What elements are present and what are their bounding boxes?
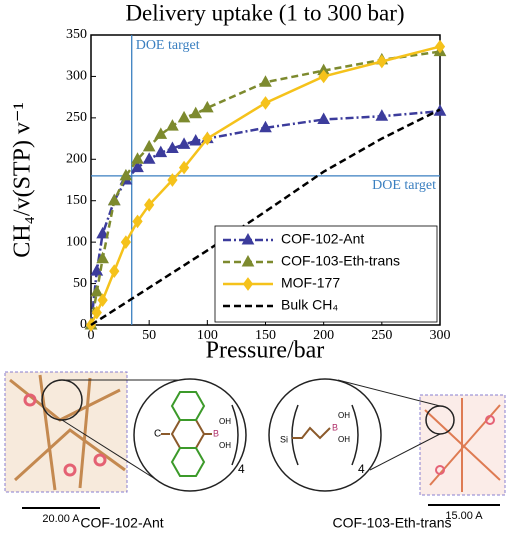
scale-label: 15.00 A — [445, 510, 483, 522]
marker — [200, 100, 214, 113]
reference-label: DOE target — [136, 38, 200, 53]
bond — [292, 426, 331, 440]
marker — [177, 110, 191, 123]
x-tick-label: 150 — [255, 328, 276, 343]
marker — [96, 251, 109, 264]
marker — [260, 96, 271, 110]
atom-label: C — [154, 429, 161, 440]
marker — [167, 173, 178, 187]
hydroxyl-label: OH — [338, 435, 350, 444]
structure-name: COF-103-Eth-trans — [332, 515, 451, 531]
series-line — [89, 109, 441, 326]
legend-marker — [242, 277, 254, 291]
marker — [166, 119, 179, 131]
x-tick-label: 300 — [430, 328, 451, 343]
zoom-line — [61, 419, 161, 483]
marker — [131, 152, 144, 164]
marker — [154, 127, 168, 139]
marker — [119, 168, 133, 181]
hydroxyl-label: OH — [338, 411, 350, 420]
marker — [202, 131, 213, 146]
structure-figure: 20.00 A C B OH OH 4 Si B OH OH 4 15.0 — [4, 371, 506, 531]
x-tick-label: 100 — [197, 328, 218, 343]
marker — [189, 134, 203, 146]
bracket — [231, 404, 239, 466]
marker — [131, 160, 144, 173]
y-tick-label: 0 — [80, 317, 87, 332]
atom-label: Si — [280, 434, 288, 444]
marker — [144, 198, 155, 212]
bracket — [291, 404, 299, 466]
x-tick-label: 200 — [313, 328, 334, 343]
y-tick-label: 100 — [66, 234, 87, 249]
ring — [170, 391, 206, 421]
hydroxyl-label: OH — [219, 441, 231, 450]
y-tick-label: 300 — [66, 69, 87, 84]
marker — [109, 264, 120, 278]
legend-label: COF-103-Eth-trans — [281, 253, 400, 269]
marker — [177, 137, 191, 149]
boron-label: B — [213, 428, 219, 438]
bracket — [351, 404, 359, 466]
reference-label: DOE target — [372, 178, 436, 193]
scale-label: 20.00 A — [42, 513, 80, 525]
marker — [142, 139, 156, 152]
marker — [434, 39, 446, 54]
x-tick-label: 250 — [371, 328, 392, 343]
boron-label: B — [332, 422, 338, 432]
marker — [375, 109, 389, 121]
y-tick-label: 50 — [73, 276, 87, 291]
marker — [166, 141, 179, 154]
marker — [259, 75, 272, 87]
marker — [91, 305, 102, 320]
marker — [189, 106, 203, 119]
y-tick-label: 200 — [66, 152, 87, 167]
legend-label: MOF-177 — [281, 275, 340, 291]
series-line — [90, 108, 441, 327]
zoom-line — [337, 379, 441, 407]
structure-name: COF-102-Ant — [80, 515, 163, 531]
legend-marker — [241, 232, 255, 245]
x-tick-label: 0 — [88, 328, 95, 343]
marker — [317, 112, 331, 125]
chart-title: Delivery uptake (1 to 300 bar) — [125, 0, 404, 25]
count-label: 4 — [358, 462, 365, 476]
plot-area: 0 50 100 150 200 250 300 0 50 100 150 200 250 300 350 D… — [66, 27, 451, 343]
y-tick-label: 350 — [66, 27, 87, 42]
x-axis-label: Pressure/bar — [206, 338, 325, 364]
y-axis-label: CH₄/v(STP) v⁻¹ — [10, 102, 36, 258]
count-label: 4 — [238, 462, 245, 476]
y-tick-label: 250 — [66, 110, 87, 125]
legend-label: Bulk CH₄ — [281, 297, 338, 313]
marker — [120, 235, 132, 249]
marker — [318, 69, 329, 84]
marker — [154, 145, 168, 158]
marker — [90, 284, 104, 297]
marker — [132, 214, 143, 229]
legend: COF-102-Ant COF-103-Eth-trans MOF-177 Bulk … — [214, 225, 438, 323]
marker — [259, 120, 272, 133]
marker — [97, 293, 108, 307]
series-line — [89, 45, 441, 326]
marker — [376, 54, 387, 69]
crystal-lattice — [424, 398, 501, 492]
marker — [142, 152, 156, 164]
legend-label: COF-102-Ant — [281, 231, 364, 247]
marker — [96, 226, 109, 239]
y-tick-label: 150 — [66, 193, 87, 208]
hydroxyl-label: OH — [219, 417, 231, 426]
legend-marker — [241, 254, 255, 267]
marker — [178, 160, 190, 175]
zoom-line — [369, 433, 441, 471]
marker — [107, 193, 121, 206]
molecule-circle — [133, 378, 247, 492]
x-tick-label: 50 — [142, 328, 156, 343]
ring — [170, 447, 206, 477]
